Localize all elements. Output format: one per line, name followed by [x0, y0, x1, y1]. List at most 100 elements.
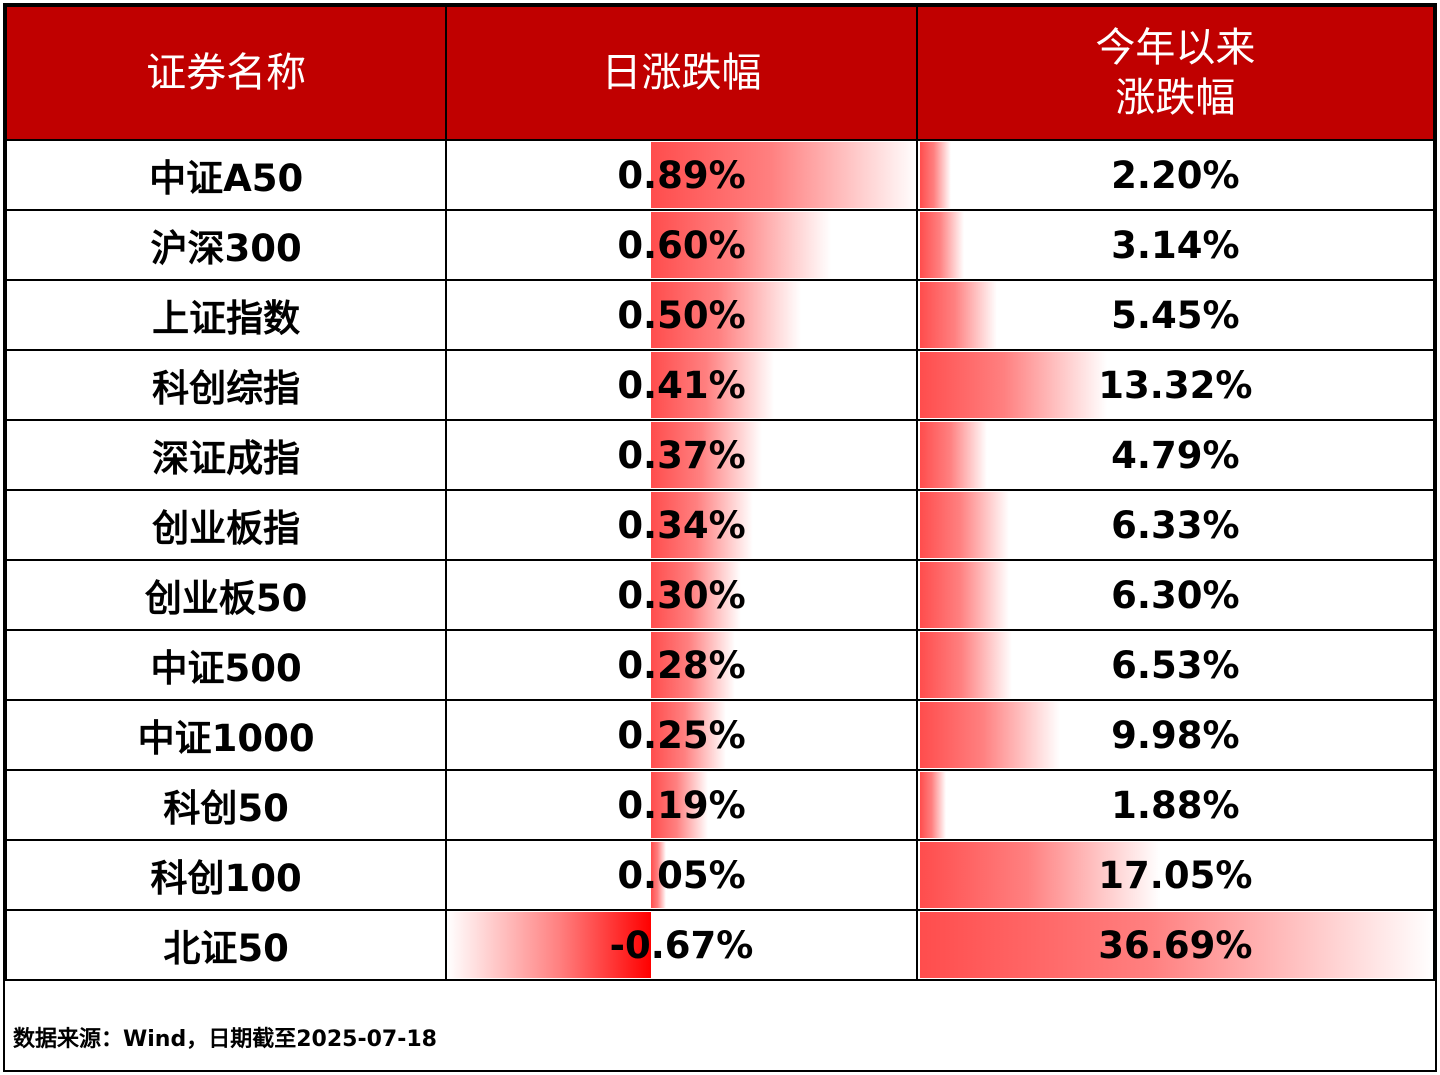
ytd-change-bar: [919, 772, 947, 838]
security-name-cell: 创业板指: [4, 489, 448, 561]
daily-change-cell: 0.60%: [445, 209, 918, 281]
ytd-change-bar: [919, 352, 1108, 418]
daily-change-bar: [651, 282, 802, 348]
security-name-cell: 创业板50: [4, 559, 448, 631]
security-name: 中证500: [150, 647, 302, 690]
daily-change-cell: 0.89%: [445, 139, 919, 211]
table-row: 科创50 0.19% 1.88%: [4, 769, 1436, 841]
security-name: 科创100: [150, 857, 302, 900]
security-name-cell: 上证指数: [4, 279, 448, 351]
daily-change-value: 0.60%: [617, 223, 746, 267]
daily-change-cell: 0.34%: [445, 489, 918, 561]
ytd-change-cell: 4.79%: [915, 419, 1436, 491]
ytd-change-value: 6.53%: [1111, 643, 1240, 687]
security-name-cell: 科创50: [4, 769, 448, 841]
ytd-change-bar: [919, 212, 964, 278]
ytd-change-value: 17.05%: [1098, 853, 1253, 897]
ytd-change-value: 6.33%: [1111, 503, 1240, 547]
daily-change-bar: [651, 772, 709, 838]
table-row: 科创100 0.05% 17.05%: [4, 839, 1436, 911]
ytd-change-cell: 6.53%: [915, 629, 1436, 701]
table-header-row: 证券名称 日涨跌幅 今年以来 涨跌幅: [4, 5, 1436, 141]
source-note: 数据来源：Wind，日期截至2025-07-18: [13, 1027, 437, 1052]
ytd-change-cell: 5.45%: [915, 279, 1436, 351]
table-row: 科创综指 0.41% 13.32%: [4, 349, 1436, 421]
footer: 数据来源：Wind，日期截至2025-07-18: [5, 1001, 1435, 1070]
ytd-change-bar: [919, 282, 997, 348]
ytd-change-value: 1.88%: [1111, 783, 1240, 827]
ytd-change-bar: [919, 632, 1012, 698]
daily-change-cell: 0.30%: [445, 559, 918, 631]
table-row: 北证50 -0.67% 36.69%: [4, 909, 1436, 981]
daily-change-value: 0.89%: [617, 153, 746, 197]
security-name: 科创综指: [152, 367, 301, 410]
security-name: 上证指数: [152, 297, 301, 340]
ytd-change-value: 36.69%: [1098, 923, 1253, 967]
table-body: 中证A50 0.89% 2.20% 沪深300 0.60% 3.14% 上证指数 0.50% 5…: [4, 139, 1436, 981]
daily-change-cell: 0.37%: [445, 419, 918, 491]
security-name-cell: 科创综指: [4, 349, 448, 421]
daily-change-bar: [651, 492, 754, 558]
security-name-cell: 中证A50: [4, 139, 448, 211]
security-name-cell: 中证1000: [4, 699, 448, 771]
table-row: 中证500 0.28% 6.53%: [4, 629, 1436, 701]
ytd-change-value: 5.45%: [1111, 293, 1240, 337]
table-row: 中证A50 0.89% 2.20%: [4, 139, 1436, 211]
security-name: 科创50: [163, 787, 289, 830]
security-name-cell: 中证500: [4, 629, 448, 701]
ytd-change-cell: 13.32%: [915, 349, 1436, 421]
ytd-change-value: 13.32%: [1098, 363, 1253, 407]
security-name: 创业板指: [152, 507, 301, 550]
daily-change-bar: [651, 632, 736, 698]
security-name: 中证1000: [137, 717, 315, 760]
ytd-change-bar: [919, 492, 1009, 558]
ytd-change-bar: [919, 912, 1434, 978]
ytd-change-value: 9.98%: [1111, 713, 1240, 757]
ytd-change-cell: 1.88%: [915, 769, 1436, 841]
daily-change-value: 0.19%: [617, 783, 746, 827]
daily-change-value: 0.34%: [617, 503, 746, 547]
ytd-change-value: 3.14%: [1111, 223, 1240, 267]
daily-change-value: 0.05%: [617, 853, 746, 897]
security-name: 创业板50: [144, 577, 308, 620]
daily-change-value: 0.37%: [617, 433, 746, 477]
data-table-frame: 证券名称 日涨跌幅 今年以来 涨跌幅 中证A50 0.89% 2.20% 沪深300 0…: [3, 3, 1437, 1072]
ytd-change-value: 2.20%: [1111, 153, 1240, 197]
daily-change-bar: [651, 212, 832, 278]
daily-change-value: 0.30%: [617, 573, 746, 617]
header-ytd-change: 今年以来 涨跌幅: [915, 5, 1436, 141]
daily-change-bar: [651, 142, 919, 208]
ytd-change-cell: 9.98%: [915, 699, 1436, 771]
ytd-change-bar: [919, 422, 988, 488]
table-row: 中证1000 0.25% 9.98%: [4, 699, 1436, 771]
security-name: 深证成指: [152, 437, 301, 480]
header-daily-change: 日涨跌幅: [445, 5, 918, 141]
daily-change-cell: 0.41%: [445, 349, 918, 421]
ytd-change-bar: [919, 702, 1061, 768]
security-name-cell: 科创100: [4, 839, 448, 911]
security-name-cell: 北证50: [4, 909, 448, 981]
table-row: 沪深300 0.60% 3.14%: [4, 209, 1436, 281]
daily-change-bar: [651, 422, 763, 488]
table-row: 上证指数 0.50% 5.45%: [4, 279, 1436, 351]
daily-change-bar: [651, 352, 775, 418]
ytd-change-cell: 6.33%: [915, 489, 1436, 561]
daily-change-value: 0.50%: [617, 293, 746, 337]
ytd-change-value: 6.30%: [1111, 573, 1240, 617]
daily-change-value: -0.67%: [609, 923, 754, 967]
table-row: 创业板指 0.34% 6.33%: [4, 489, 1436, 561]
table-row: 创业板50 0.30% 6.30%: [4, 559, 1436, 631]
header-security-name: 证券名称: [4, 5, 448, 141]
security-name-cell: 沪深300: [4, 209, 448, 281]
ytd-change-cell: 2.20%: [915, 139, 1436, 211]
daily-change-cell: -0.67%: [445, 909, 918, 981]
security-name-cell: 深证成指: [4, 419, 448, 491]
ytd-change-bar: [919, 842, 1161, 908]
ytd-change-bar: [919, 142, 951, 208]
daily-change-cell: 0.50%: [445, 279, 918, 351]
daily-change-bar: [651, 702, 727, 768]
daily-change-bar: [651, 562, 742, 628]
security-name: 中证A50: [149, 157, 304, 200]
daily-change-value: 0.28%: [617, 643, 746, 687]
ytd-change-cell: 17.05%: [915, 839, 1436, 911]
